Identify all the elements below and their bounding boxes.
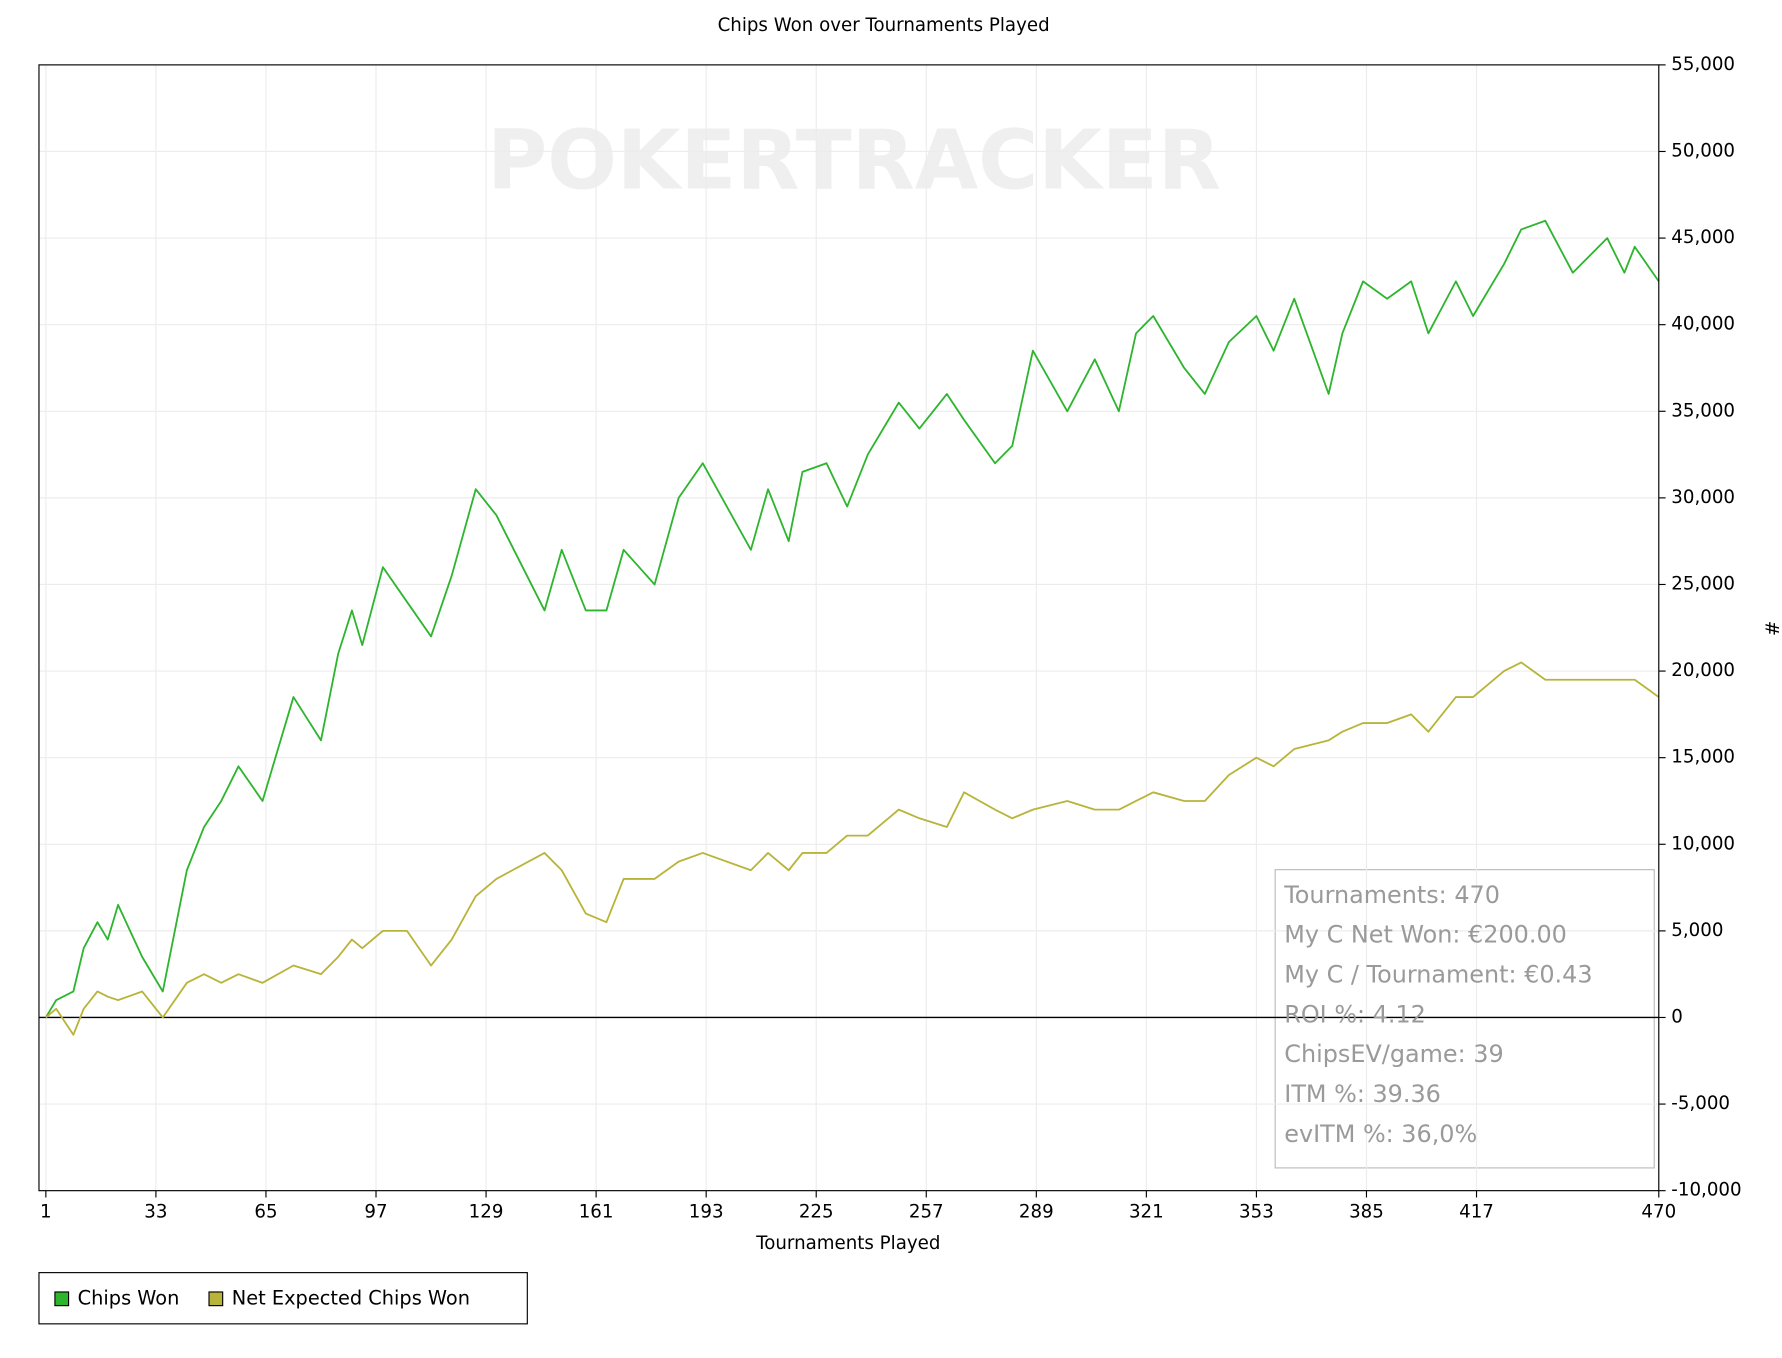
y-tick-label: 20,000 <box>1671 660 1735 681</box>
x-tick-label: 321 <box>1129 1201 1164 1222</box>
x-tick-label: 353 <box>1239 1201 1274 1222</box>
plot-frame <box>38 64 1660 1192</box>
y-tick-label: 45,000 <box>1671 227 1735 248</box>
legend-swatch <box>54 1291 70 1307</box>
x-tick-label: 385 <box>1349 1201 1384 1222</box>
y-tick-label: 10,000 <box>1671 833 1735 854</box>
y-tick-label: 5,000 <box>1671 920 1723 941</box>
y-tick-label: 55,000 <box>1671 54 1735 75</box>
x-tick-label: 225 <box>799 1201 834 1222</box>
stat-text: evITM %: 36,0% <box>1284 1120 1477 1148</box>
y-tick-label: 30,000 <box>1671 487 1735 508</box>
y-tick-label: 15,000 <box>1671 747 1735 768</box>
y-tick-label: 25,000 <box>1671 573 1735 594</box>
y-axis-label: # <box>1760 621 1781 636</box>
x-tick-label: 289 <box>1019 1201 1054 1222</box>
x-tick-label: 1 <box>40 1201 52 1222</box>
x-axis-label: Tournaments Played <box>755 1233 940 1254</box>
y-tick-label: -5,000 <box>1671 1093 1730 1114</box>
stat-text: ROI %: 4.12 <box>1284 1000 1426 1028</box>
x-tick-label: 161 <box>579 1201 614 1222</box>
y-tick-label: 40,000 <box>1671 314 1735 335</box>
x-tick-label: 33 <box>144 1201 167 1222</box>
chart-title: Chips Won over Tournaments Played <box>718 15 1050 36</box>
legend-label: Net Expected Chips Won <box>232 1286 470 1309</box>
x-tick-label: 417 <box>1459 1201 1494 1222</box>
stat-text: Tournaments: 470 <box>1283 881 1500 909</box>
series-line <box>45 219 1660 1018</box>
stat-text: My C Net Won: €200.00 <box>1284 921 1567 949</box>
legend-box <box>38 1272 528 1325</box>
series-line <box>45 661 1660 1036</box>
y-tick-label: 0 <box>1671 1006 1683 1027</box>
stat-text: My C / Tournament: €0.43 <box>1284 961 1592 989</box>
legend-label: Chips Won <box>78 1286 180 1309</box>
watermark: POKERTRACKER <box>487 114 1221 209</box>
y-tick-label: 35,000 <box>1671 400 1735 421</box>
legend-swatch <box>208 1291 224 1307</box>
x-tick-label: 129 <box>469 1201 504 1222</box>
stat-text: ITM %: 39.36 <box>1284 1080 1441 1108</box>
stats-box <box>1274 869 1655 1169</box>
stat-text: ChipsEV/game: 39 <box>1284 1040 1503 1068</box>
x-tick-label: 97 <box>364 1201 387 1222</box>
y-tick-label: -10,000 <box>1671 1180 1741 1201</box>
x-tick-label: 257 <box>909 1201 944 1222</box>
y-tick-label: 50,000 <box>1671 140 1735 161</box>
x-tick-label: 193 <box>689 1201 724 1222</box>
x-tick-label: 470 <box>1641 1201 1676 1222</box>
x-tick-label: 65 <box>254 1201 277 1222</box>
